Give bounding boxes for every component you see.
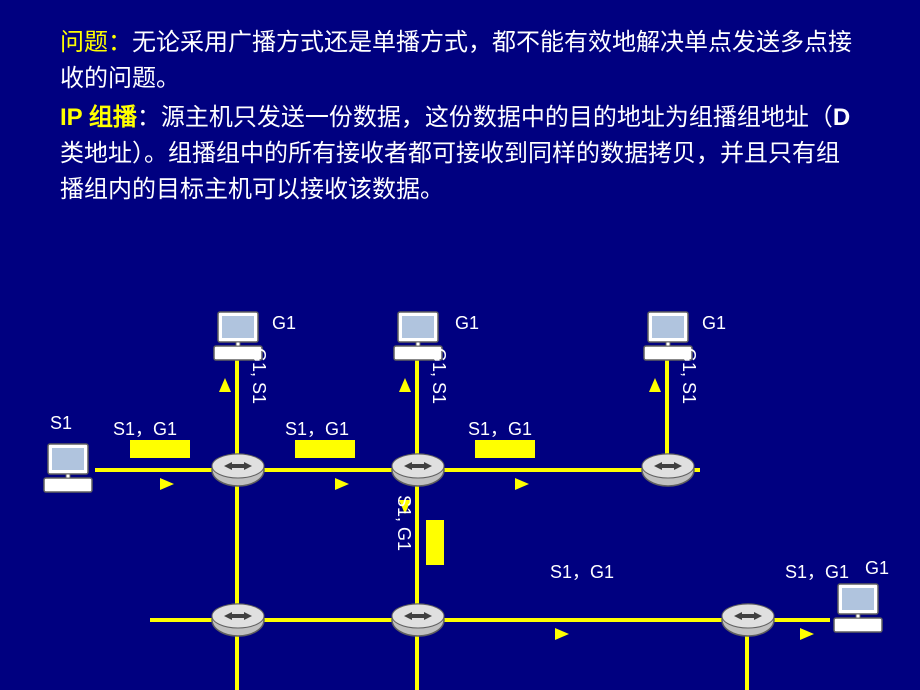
ip-label: IP 组播 <box>60 104 137 131</box>
arrow-up-1 <box>219 378 231 392</box>
packet-r1-3 <box>475 440 535 458</box>
label-s1g1-1: S1，G1 <box>113 415 177 441</box>
label-g1s1-v1: G1, S1 <box>248 348 269 404</box>
label-s1g1-2: S1，G1 <box>285 415 349 441</box>
router-r1c1 <box>210 450 266 490</box>
computer-s1 <box>40 440 96 496</box>
label-g1-4: G1 <box>865 558 889 579</box>
label-g1-1: G1 <box>272 313 296 334</box>
ip-body2: 类地址）。组播组中的所有接收者都可接收到同样的数据拷贝，并且只有组播组内的目标主… <box>60 140 840 203</box>
ip-body1: ：源主机只发送一份数据，这份数据中的目的地址为组播组地址（ <box>137 104 833 131</box>
packet-r1-1 <box>130 440 190 458</box>
label-s1: S1 <box>50 413 72 434</box>
arrow-up-3 <box>649 378 661 392</box>
packet-r1-2 <box>295 440 355 458</box>
router-r2c1 <box>210 600 266 640</box>
label-s1g1-3: S1，G1 <box>468 415 532 441</box>
problem-label: 问题： <box>60 29 132 56</box>
label-s1g1-r2-2: S1，G1 <box>785 558 849 584</box>
router-r2c3 <box>720 600 776 640</box>
label-s1g1-r2-1: S1，G1 <box>550 558 614 584</box>
packet-vert-down <box>426 520 444 565</box>
arrow-r1-1 <box>160 478 174 490</box>
router-r2c2 <box>390 600 446 640</box>
problem-paragraph: 问题：无论采用广播方式还是单播方式，都不能有效地解决单点发送多点接收的问题。 <box>60 25 860 97</box>
arrow-r1-3 <box>515 478 529 490</box>
label-g1s1-v2: G1, S1 <box>428 348 449 404</box>
label-g1-2: G1 <box>455 313 479 334</box>
d-class: D <box>833 104 850 131</box>
link-v-r2-down-c3 <box>745 635 749 690</box>
arrow-r2-1 <box>555 628 569 640</box>
label-g1-3: G1 <box>702 313 726 334</box>
router-r1c3 <box>640 450 696 490</box>
arrow-r2-2 <box>800 628 814 640</box>
ip-paragraph: IP 组播：源主机只发送一份数据，这份数据中的目的地址为组播组地址（D 类地址）。… <box>60 100 860 208</box>
arrow-r1-2 <box>335 478 349 490</box>
link-v-r2-down-c2 <box>415 635 419 690</box>
computer-g1-4 <box>830 580 886 636</box>
link-v-r2-down-c1 <box>235 635 239 690</box>
router-r1c2 <box>390 450 446 490</box>
label-g1s1-v3: G1, S1 <box>678 348 699 404</box>
problem-body: 无论采用广播方式还是单播方式，都不能有效地解决单点发送多点接收的问题。 <box>60 29 852 92</box>
label-s1g1-vdown: S1, G1 <box>393 495 414 551</box>
arrow-up-2 <box>399 378 411 392</box>
